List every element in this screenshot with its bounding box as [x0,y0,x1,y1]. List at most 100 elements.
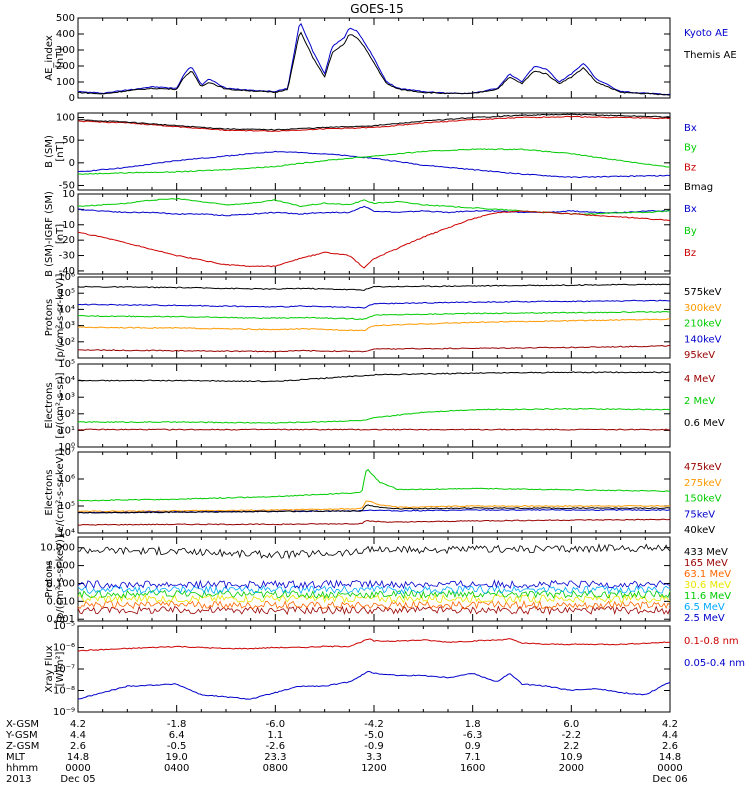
y-tick-label: 10⁶ [58,474,75,485]
ephemeris-value: 4.2 [662,719,678,730]
panel-frame [77,625,671,713]
series-line [77,593,671,604]
ephemeris-value: -6.0 [266,719,286,730]
y-tick-label: 10⁷ [58,447,75,458]
legend-entry: 2 MeV [684,396,715,407]
ephemeris-row-label: Z-GSM [6,741,39,752]
y-tick-label: 0.010 [46,596,75,607]
ephemeris-value: 0800 [263,763,288,774]
ephemeris-value: 4.4 [70,730,86,741]
y-axis-label: AE_index[nT] [44,35,66,81]
legend-entry: Bz [684,248,696,259]
ephemeris-row-label: MLT [6,752,26,763]
y-axis-label-line: [nT] [55,48,66,68]
series-line [77,299,670,309]
ephemeris-value: 2000 [559,763,584,774]
y-tick-label: 300 [56,45,75,56]
y-tick-label: -30 [59,251,75,262]
y-tick-label: 10³ [58,321,75,332]
y-tick-label: -20 [59,235,75,246]
x-axis-ephemeris: X-GSM 4.2 -1.8 -6.0 -4.2 1.8 6.0 4.2 Y-GSM 4.4 6.4… [5,719,688,785]
ephemeris-value: -4.2 [364,719,384,730]
y-tick-label: 10⁴ [58,304,75,315]
series-line [77,22,670,96]
series-line [77,31,670,96]
legend-entry: 475keV [684,462,722,473]
y-tick-label: 0.001 [46,614,75,625]
panel-frame [77,193,671,275]
ephemeris-value: -2.6 [266,741,286,752]
series-line [77,210,671,269]
y-tick-label: 10² [58,409,75,420]
legend-entry: 300keV [684,303,722,314]
legend-entry: 575keV [684,287,722,298]
ephemeris-value: Dec 06 [652,774,687,785]
ephemeris-value: 1.8 [465,719,481,730]
series-line [77,115,671,132]
ephemeris-value: 14.8 [659,752,681,763]
y-axis-label-line: [nT] [55,224,66,244]
legend-entry: 40keV [684,525,715,536]
panel-4: 10²10³10⁴10⁵10⁶Protons[p/(cm²-s-sr-keV)]… [44,272,722,361]
series-line [77,311,670,321]
series-line [77,518,671,526]
y-tick-label: 100 [56,113,75,124]
y-axis-label: Protons[p/(cm²-s-sr-keV)] [44,535,66,623]
ephemeris-row-label: 2013 [6,774,31,785]
series-line [77,605,671,616]
ephemeris-value: -5.0 [364,730,384,741]
ephemeris-value: 0.9 [465,741,481,752]
y-tick-label: 0 [69,204,75,215]
ephemeris-value: 6.4 [169,730,185,741]
y-axis-label-line: B (SM) [44,135,55,168]
ephemeris-value: -0.5 [167,741,187,752]
y-axis-label-line: [nT] [55,141,66,161]
ephemeris-value: 0000 [657,763,682,774]
ephemeris-value: -0.9 [364,741,384,752]
ephemeris-value: 6.0 [563,719,579,730]
legend-entry: Bx [684,204,697,215]
y-tick-label: 10⁶ [58,272,75,283]
y-tick-label: 10⁰ [58,442,75,453]
legend-entry: 275keV [684,478,722,489]
y-tick-label: 0 [69,93,75,104]
y-axis-label-line: Electrons [44,469,55,515]
legend-entry: 140keV [684,334,722,345]
y-axis-label-line: [e/(cm²-s-sr)] [55,372,66,438]
ephemeris-value: 2.2 [563,741,579,752]
y-tick-label: 10⁴ [58,376,75,387]
series-line [77,585,671,595]
legend-entry: Kyoto AE [684,28,728,39]
series-line [77,283,671,291]
y-tick-label: 10.000 [40,543,75,554]
ephemeris-value: 4.2 [70,719,86,730]
legend-entry: Bx [684,123,697,134]
y-axis-label-line: [p/(cm²-s-sr-keV)] [55,535,66,623]
ephemeris-value: 4.4 [662,730,678,741]
ephemeris-value: 1.1 [267,730,283,741]
y-tick-label: 10⁻⁸ [53,686,75,697]
ephemeris-value: 23.3 [264,752,286,763]
y-tick-label: 10³ [58,392,75,403]
y-axis-label-line: Protons [44,560,55,597]
y-axis-label: Electrons[e/(cm²-s-sr-keV)] [44,449,66,537]
y-tick-label: 10⁻⁵ [53,621,75,632]
y-tick-label: -40 [59,266,75,277]
y-axis-label: B (SM)-IGRF (SM)[nT] [44,191,66,277]
ephemeris-value: 3.3 [366,752,382,763]
series-line [78,205,671,217]
series-line [77,344,671,353]
ephemeris-value: 19.0 [166,752,188,763]
series-line [77,599,671,610]
legend-entry: 165 MeV [684,558,728,569]
y-tick-label: 100 [56,77,75,88]
ephemeris-value: Dec 05 [60,774,95,785]
series-line [77,504,671,514]
y-tick-label: 10 [62,189,75,200]
legend-entry: 0.1-0.8 nm [684,636,739,647]
legend-entry: 63.1 MeV [684,569,731,580]
series-line [77,589,671,599]
legend-entry: 30.6 MeV [684,580,731,591]
